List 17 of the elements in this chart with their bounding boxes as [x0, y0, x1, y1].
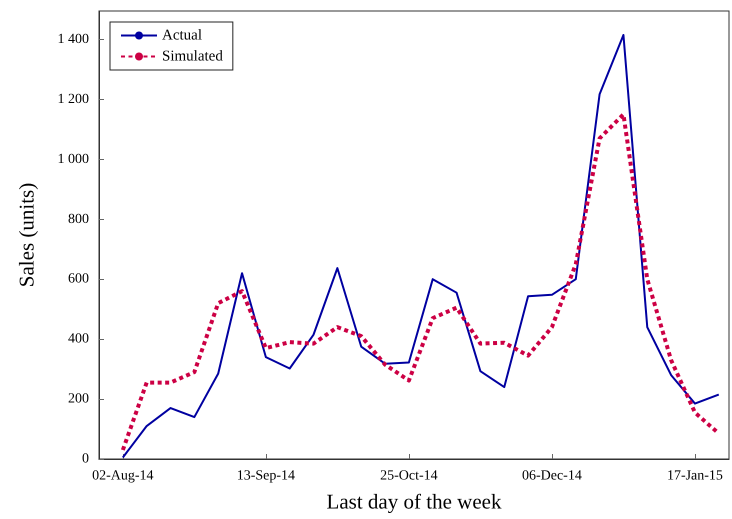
x-tick-label: 06-Dec-14	[522, 468, 582, 484]
y-tick-label: 0	[82, 452, 89, 466]
x-tick-label: 25-Oct-14	[380, 468, 438, 484]
y-tick-label: 800	[68, 212, 89, 227]
legend-label: Actual	[162, 28, 202, 44]
y-axis-title: Sales (units)	[14, 182, 38, 288]
y-tick-label: 1 400	[58, 32, 89, 47]
x-tick-label: 02-Aug-14	[92, 468, 154, 484]
y-tick-label: 1 000	[58, 152, 89, 167]
y-tick-label: 200	[68, 392, 89, 407]
x-tick-label: 17-Jan-15	[666, 468, 723, 484]
y-tick-label: 600	[68, 272, 89, 287]
legend-label: Simulated	[162, 48, 224, 64]
y-tick-label: 1 200	[58, 92, 89, 107]
x-axis-title: Last day of the week	[326, 490, 502, 514]
y-tick-label: 400	[68, 332, 89, 347]
x-tick-label: 13-Sep-14	[236, 468, 296, 484]
